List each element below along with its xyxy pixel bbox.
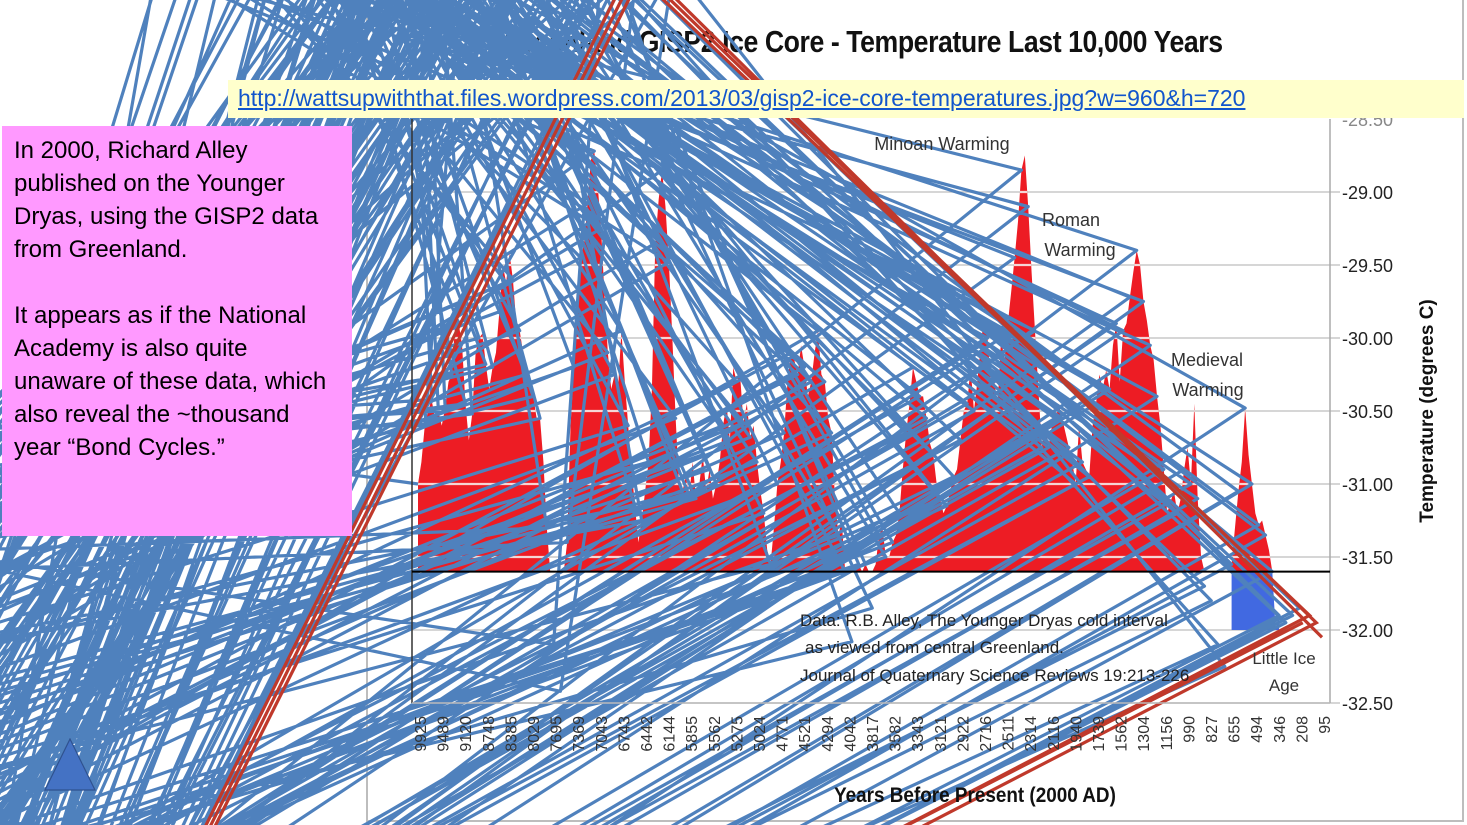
x-tick-label: 4521 <box>797 716 814 752</box>
x-tick-label: 5855 <box>684 716 701 752</box>
x-tick-label: 9489 <box>436 716 453 752</box>
y-tick-label: -31.50 <box>1342 548 1393 568</box>
citation-line: Data: R.B. Alley, The Younger Dryas cold… <box>800 611 1168 630</box>
area-above-reference <box>418 151 1322 572</box>
y-tick-label: -32.50 <box>1342 694 1393 714</box>
x-tick-label: 1940 <box>1068 716 1085 752</box>
x-tick-label: 6144 <box>662 716 679 752</box>
x-tick-label: 2314 <box>1023 716 1040 752</box>
x-tick-label: 8029 <box>526 716 543 752</box>
x-tick-label: 2922 <box>955 716 972 752</box>
x-tick-label: 6442 <box>639 716 656 752</box>
x-tick-label: 1304 <box>1136 716 1153 752</box>
x-tick-label: 346 <box>1272 716 1289 743</box>
x-tick-label: 3121 <box>933 716 950 752</box>
x-tick-label: 8385 <box>503 716 520 752</box>
y-tick-label: -30.50 <box>1342 402 1393 422</box>
x-tick-label: 95 <box>1317 716 1334 734</box>
x-tick-labels: 9925 9489 9120 8748 8385 8029 7695 7369 7043 6743… <box>413 716 1334 752</box>
x-tick-label: 7043 <box>594 716 611 752</box>
annotation-minoan-warming: Minoan Warming <box>874 134 1009 154</box>
x-tick-label: 5562 <box>707 716 724 752</box>
triangle-shape[interactable] <box>44 738 96 792</box>
y-tick-label: -32.00 <box>1342 621 1393 641</box>
annotation-roman-warming-line1: Roman <box>1042 210 1100 230</box>
annotations: Minoan Warming Roman Warming Medieval Warmin… <box>800 134 1316 695</box>
x-tick-label: 1739 <box>1091 716 1108 752</box>
x-tick-label: 827 <box>1204 716 1221 743</box>
temperature-line-recent <box>204 0 1324 825</box>
x-tick-label: 2716 <box>978 716 995 752</box>
x-tick-label: 9925 <box>413 716 430 752</box>
x-tick-label: 4042 <box>842 716 859 752</box>
source-link[interactable]: http://wattsupwiththat.files.wordpress.c… <box>238 85 1246 111</box>
y-tick-label: -29.00 <box>1342 183 1393 203</box>
y-tick-labels: -28.50-29.00-29.50-30.00-30.50-31.00-31.… <box>1342 110 1393 714</box>
x-tick-label: 1156 <box>1159 716 1176 751</box>
x-tick-label: 2511 <box>1001 716 1018 751</box>
x-tick-label: 2116 <box>1046 716 1063 751</box>
annotation-medieval-warming-line2: Warming <box>1172 380 1243 400</box>
y-tick-label: -29.50 <box>1342 256 1393 276</box>
citation-line: as viewed from central Greenland. <box>805 638 1064 657</box>
x-tick-label: 9120 <box>458 716 475 752</box>
x-tick-label: 4294 <box>820 716 837 752</box>
note-paragraph-1: In 2000, Richard Alley published on the … <box>14 137 319 263</box>
annotation-little-ice-age-line2: Age <box>1269 676 1299 695</box>
line-layer <box>0 0 1324 825</box>
x-tick-label: 3817 <box>865 716 882 752</box>
y-axis-label: Temperature (degrees C) <box>1417 299 1438 523</box>
x-axis-label: Years Before Present (2000 AD) <box>834 784 1116 807</box>
x-tick-label: 3343 <box>910 716 927 752</box>
x-tick-label: 655 <box>1227 716 1244 743</box>
x-tick-label: 990 <box>1181 716 1198 743</box>
x-tick-label: 5275 <box>729 716 746 752</box>
y-tick-label: -31.00 <box>1342 475 1393 495</box>
temperature-line <box>0 0 1302 825</box>
x-tick-label: 3582 <box>888 716 905 752</box>
annotation-roman-warming-line2: Warming <box>1044 240 1115 260</box>
x-tick-label: 208 <box>1294 716 1311 743</box>
citation-line: Journal of Quaternary Science Reviews 19… <box>800 666 1189 685</box>
x-tick-label: 7369 <box>571 716 588 752</box>
x-tick-label: 8748 <box>481 716 498 752</box>
x-tick-label: 7695 <box>549 716 566 752</box>
axis-layer <box>411 119 1331 704</box>
annotation-medieval-warming-line1: Medieval <box>1171 350 1243 370</box>
annotation-little-ice-age-line1: Little Ice <box>1252 649 1315 668</box>
x-tick-label: 6743 <box>616 716 633 752</box>
x-tick-label: 5024 <box>752 716 769 752</box>
note-paragraph-2: It appears as if the National Academy is… <box>14 302 327 461</box>
note-textbox: In 2000, Richard Alley published on the … <box>2 126 352 536</box>
x-tick-label: 494 <box>1249 716 1266 743</box>
source-link-banner: http://wattsupwiththat.files.wordpress.c… <box>228 80 1464 118</box>
x-tick-label: 4771 <box>775 716 792 752</box>
y-tick-label: -30.00 <box>1342 329 1393 349</box>
x-tick-label: 1562 <box>1114 716 1131 752</box>
